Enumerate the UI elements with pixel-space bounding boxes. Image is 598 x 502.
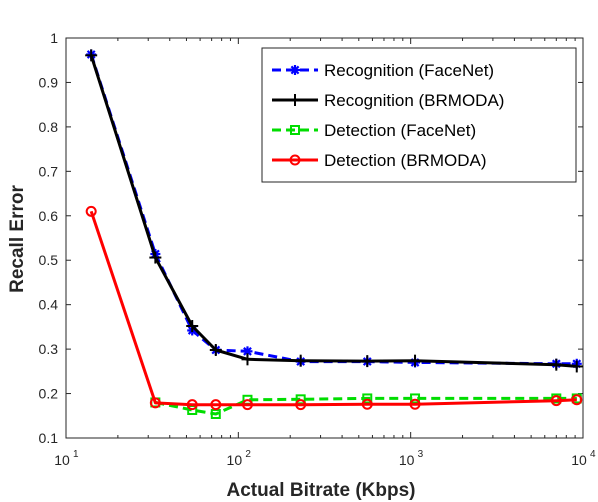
data-point [362, 393, 373, 404]
data-point [209, 344, 222, 356]
marker-circle [295, 399, 307, 411]
legend-marker [290, 125, 300, 135]
x-tick-label: 10 [571, 452, 587, 468]
data-point [186, 320, 199, 332]
data-point [294, 354, 307, 367]
x-tick-label-exponent: 2 [245, 449, 251, 460]
y-axis-title: Recall Error [7, 185, 28, 293]
legend-label: Recognition (FaceNet) [324, 61, 494, 80]
series-2 [85, 49, 583, 373]
marker-circle [241, 399, 253, 411]
marker-square [362, 393, 373, 404]
marker-circle [361, 398, 373, 410]
marker-circle [210, 399, 222, 411]
marker-asterisk-stroke [243, 346, 252, 356]
legend-item: Detection (BRMODA) [272, 151, 486, 170]
y-tick-label: 0.9 [39, 74, 59, 90]
marker-circle [409, 398, 421, 410]
marker-circle [571, 394, 583, 406]
x-axis-title: Actual Bitrate (Kbps) [227, 480, 416, 501]
y-tick-label: 0.1 [39, 430, 59, 446]
legend-item: Recognition (FaceNet) [272, 61, 494, 80]
series-line [89, 210, 577, 407]
legend-marker [289, 94, 301, 106]
data-series [85, 49, 583, 419]
x-tick-label: 10 [54, 452, 70, 468]
y-tick-label: 0.2 [39, 386, 59, 402]
y-tick-label: 0.4 [39, 297, 59, 313]
data-point [550, 358, 563, 371]
series-line [155, 396, 577, 416]
data-point [361, 398, 373, 410]
x-tick-label: 10 [227, 452, 243, 468]
data-point [410, 393, 421, 404]
data-point [85, 49, 98, 62]
marker-square [410, 393, 421, 404]
data-point [149, 397, 161, 409]
legend: Recognition (FaceNet) Recognition (BRMODA… [261, 47, 577, 183]
data-point [85, 205, 97, 217]
marker-circle [149, 397, 161, 409]
data-point [361, 355, 374, 368]
data-point [241, 353, 254, 366]
series-4 [85, 205, 583, 411]
x-tick-label-exponent: 1 [73, 449, 79, 460]
x-tick-label: 10 [399, 452, 415, 468]
data-point [409, 354, 422, 367]
series-line [89, 54, 577, 368]
legend-marker [290, 65, 300, 75]
legend-label: Detection (FaceNet) [324, 121, 476, 140]
x-tick-label-exponent: 3 [418, 449, 424, 460]
y-tick-label: 0.5 [39, 252, 59, 268]
y-tick-label: 0.6 [39, 208, 59, 224]
y-tick-label: 0.7 [39, 163, 59, 179]
data-point [550, 395, 562, 407]
data-point [149, 251, 162, 264]
data-point [570, 360, 583, 373]
data-point [409, 398, 421, 410]
x-tick-label-exponent: 4 [590, 449, 596, 460]
y-tick-label: 0.8 [39, 119, 59, 135]
marker-circle [550, 395, 562, 407]
data-point [571, 394, 583, 406]
data-point [241, 399, 253, 411]
data-point [210, 399, 222, 411]
y-tick-label: 1 [50, 30, 58, 46]
legend-label: Recognition (BRMODA) [324, 91, 504, 110]
marker-asterisk-stroke [290, 65, 300, 75]
marker-circle [289, 154, 301, 166]
legend-label: Detection (BRMODA) [324, 151, 486, 170]
y-tick-label: 0.3 [39, 341, 59, 357]
legend-item: Recognition (BRMODA) [272, 91, 504, 110]
marker-circle [85, 205, 97, 217]
marker-square [290, 125, 300, 135]
data-point [295, 399, 307, 411]
marker-circle [186, 399, 198, 411]
data-point [186, 399, 198, 411]
legend-item: Detection (FaceNet) [272, 121, 476, 140]
legend-marker [289, 154, 301, 166]
